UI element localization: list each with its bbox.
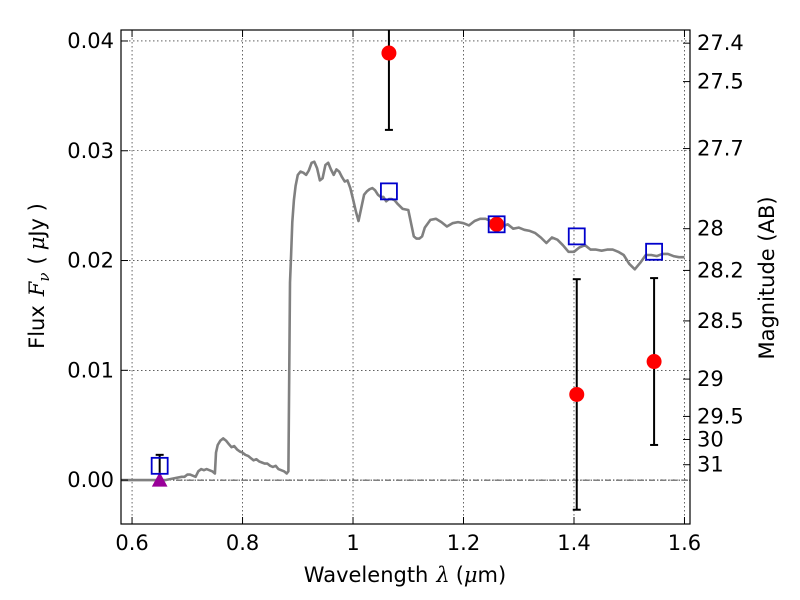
y-tick-label: 0.00 (67, 468, 114, 492)
plot-frame (120, 29, 691, 525)
model-sed-line (121, 160, 685, 482)
mag-tick-label: 28.5 (697, 309, 744, 333)
mag-tick-label: 29.5 (697, 404, 744, 428)
mag-tick-label: 27.5 (697, 70, 744, 94)
mag-tick-label: 27.4 (697, 31, 744, 55)
observed-point (489, 216, 505, 232)
x-tick-label: 1.2 (447, 531, 480, 555)
model-photometry-square (645, 242, 663, 261)
observed-point (646, 354, 662, 370)
y-tick-label: 0.03 (67, 139, 114, 163)
model-photometry-square (487, 215, 506, 234)
y2-axis-label: Magnitude (AB) (755, 196, 779, 359)
y-axis-label: FluxFν(μJy ) (25, 203, 53, 349)
grid-lines (121, 30, 690, 524)
x-tick-label: 0.8 (226, 531, 259, 555)
plot-content (121, 30, 690, 511)
x-tick-label: 1 (346, 531, 359, 555)
x-axis-label: Wavelength λ (μm) (304, 563, 506, 587)
observed-point (381, 45, 397, 61)
mag-tick-label: 28 (697, 217, 724, 241)
mag-tick-label: 28.2 (697, 258, 744, 282)
model-photometry-square (380, 182, 398, 201)
upper-limit-marker (151, 472, 168, 487)
mag-tick-label: 31 (697, 453, 724, 477)
mag-tick-label: 30 (697, 427, 724, 451)
mag-tick-label: 27.7 (697, 137, 744, 161)
axes: 0.6 0.8 1 1.2 1.4 1.6 0.00 0.01 0.02 0.03 0.04 27.4… (67, 29, 744, 555)
model-photometry-square (567, 227, 586, 246)
x-tick-label: 1.6 (668, 531, 701, 555)
y-tick-label: 0.04 (67, 29, 114, 53)
model-photometry-square (150, 456, 169, 475)
y-tick-label: 0.01 (67, 358, 114, 382)
x-tick-label: 0.6 (115, 531, 148, 555)
x-tick-label: 1.4 (557, 531, 590, 555)
observed-point (569, 386, 585, 402)
mag-tick-label: 29 (697, 367, 724, 391)
y-tick-label: 0.02 (67, 249, 114, 273)
